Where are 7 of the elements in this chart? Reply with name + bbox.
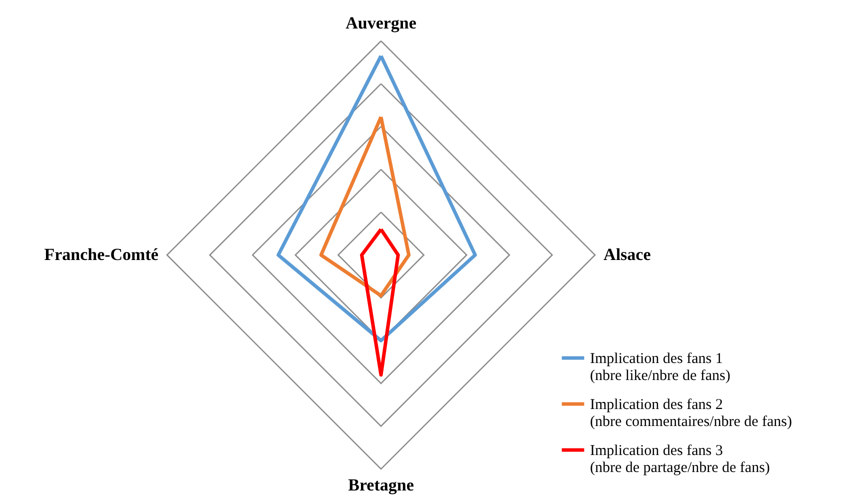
legend-label: Implication des fans 1 (nbre like/nbre de fans) — [590, 351, 730, 384]
legend-label: Implication des fans 3 (nbre de partage/nbre de fans) — [590, 443, 770, 476]
spoke-label: Franche-Comté — [44, 245, 159, 264]
spoke-label: Alsace — [604, 245, 652, 264]
spoke-label: Bretagne — [348, 476, 414, 495]
spoke-label: Auvergne — [346, 13, 417, 32]
legend-label: Implication des fans 2 (nbre commentaires/nbre de fans) — [590, 397, 792, 430]
